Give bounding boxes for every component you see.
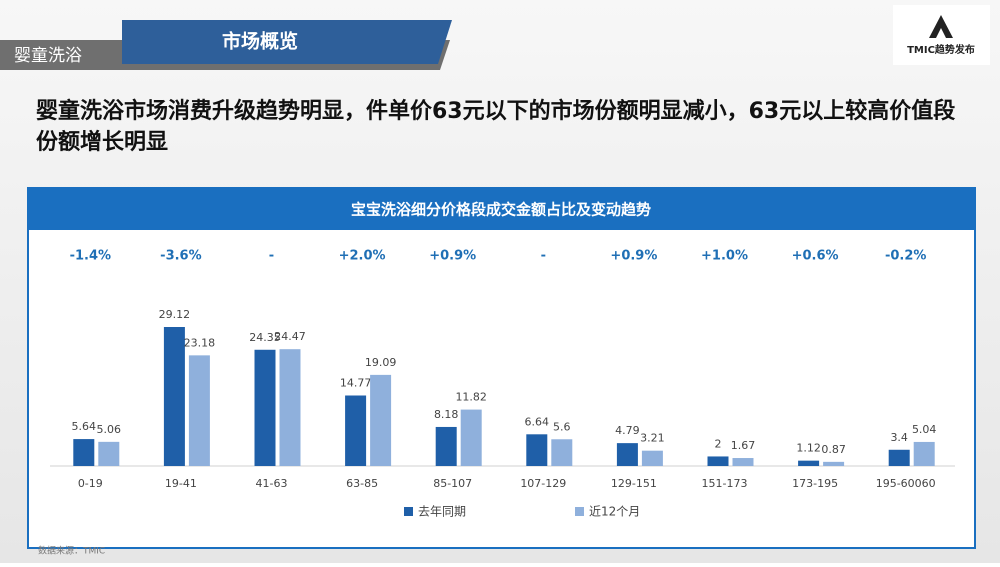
logo-icon: [929, 15, 953, 38]
tab-label: 市场概览: [222, 30, 298, 53]
value-label: 8.18: [434, 408, 459, 421]
value-label: 2: [715, 437, 722, 450]
value-label: 29.12: [159, 308, 191, 321]
headline: 婴童洗浴市场消费升级趋势明显，件单价63元以下的市场份额明显减小，63元以上较高…: [36, 99, 956, 155]
bar: [732, 458, 754, 466]
bar: [188, 355, 210, 466]
x-tick-label: 41-63: [256, 477, 288, 490]
bar: [73, 439, 95, 466]
x-tick-label: 173-195: [792, 477, 838, 490]
bar: [435, 426, 457, 466]
headline-box: 婴童洗浴市场消费升级趋势明显，件单价63元以下的市场份额明显减小，63元以上较高…: [36, 99, 956, 155]
change-label: +2.0%: [339, 249, 386, 264]
value-label: 5.6: [553, 420, 571, 433]
bar: [279, 349, 301, 466]
logo-text: TMIC趋势发布: [907, 43, 975, 56]
value-label: 14.77: [340, 376, 372, 389]
change-label: -0.2%: [885, 249, 926, 264]
value-label: 5.64: [72, 420, 97, 433]
x-tick-label: 107-129: [520, 477, 566, 490]
source: 数据来源：TMIC: [38, 545, 105, 557]
change-label: -: [269, 249, 274, 264]
bar: [345, 395, 367, 466]
bar: [888, 449, 910, 466]
section-label: 婴童洗浴: [14, 46, 82, 66]
value-label: 1.12: [796, 442, 821, 455]
logo-box: [893, 5, 990, 65]
bar: [707, 456, 729, 466]
x-tick-label: 0-19: [78, 477, 103, 490]
value-label: 5.06: [97, 423, 122, 436]
bar: [526, 434, 548, 466]
value-label: 24.35: [249, 331, 281, 344]
bar: [913, 441, 935, 466]
legend-swatch: [575, 507, 584, 516]
value-label: 1.67: [731, 439, 756, 452]
change-label: +0.6%: [792, 249, 839, 264]
value-label: 6.64: [525, 415, 550, 428]
change-label: -: [541, 249, 546, 264]
value-label: 3.21: [640, 432, 665, 445]
value-label: 5.04: [912, 423, 937, 436]
value-label: 0.87: [821, 443, 846, 456]
legend-label: 去年同期: [418, 505, 466, 519]
bar: [254, 349, 276, 466]
bar: [460, 409, 482, 466]
bar: [163, 327, 185, 466]
bar: [798, 460, 820, 466]
bar: [616, 443, 638, 466]
legend-swatch: [404, 507, 413, 516]
change-label: -1.4%: [70, 249, 111, 264]
legend-label: 近12个月: [589, 505, 640, 519]
chart-title-bar: [28, 188, 975, 230]
x-tick-label: 151-173: [702, 477, 748, 490]
bar: [641, 450, 663, 466]
change-label: +0.9%: [610, 249, 657, 264]
tab-shape: [122, 20, 452, 64]
change-label: -3.6%: [160, 249, 201, 264]
x-tick-label: 129-151: [611, 477, 657, 490]
bar: [370, 374, 392, 466]
bar: [823, 461, 845, 466]
bar: [551, 439, 573, 466]
chart-title: 宝宝洗浴细分价格段成交金额占比及变动趋势: [351, 201, 651, 219]
value-label: 4.79: [615, 424, 640, 437]
change-label: +0.9%: [429, 249, 476, 264]
value-label: 23.18: [184, 336, 216, 349]
bar: [98, 441, 120, 466]
x-tick-label: 19-41: [165, 477, 197, 490]
x-tick-label: 195-60060: [876, 477, 936, 490]
x-tick-label: 85-107: [433, 477, 472, 490]
value-label: 24.47: [274, 330, 306, 343]
value-label: 11.82: [455, 391, 487, 404]
value-label: 3.4: [890, 431, 908, 444]
value-label: 19.09: [365, 356, 397, 369]
x-tick-label: 63-85: [346, 477, 378, 490]
change-label: +1.0%: [701, 249, 748, 264]
